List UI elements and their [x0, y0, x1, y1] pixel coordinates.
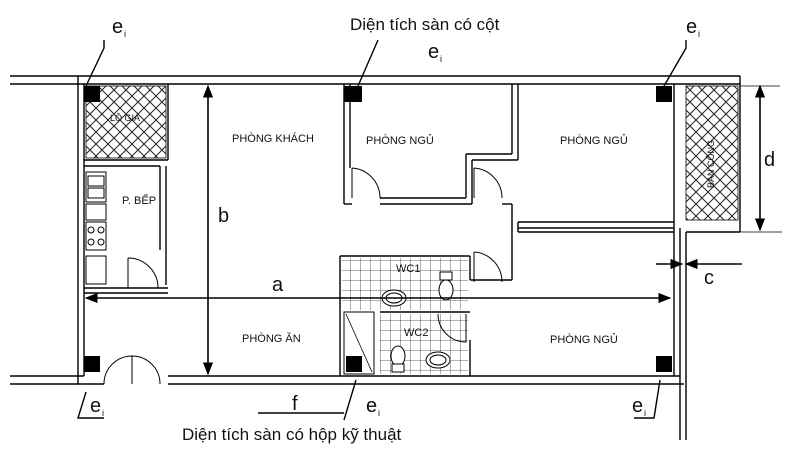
- room-dining: PHÒNG ĂN: [242, 332, 301, 345]
- column-bottom-right: [656, 356, 672, 372]
- e-label-bottom-center: e: [366, 395, 377, 417]
- dim-b-label: b: [218, 205, 229, 227]
- room-bed3: PHÒNG NGỦ: [550, 333, 618, 346]
- e-sub-bottom-right: i: [644, 408, 646, 418]
- room-kitchen: P. BẾP: [122, 194, 156, 207]
- e-sub-top-right: i: [698, 29, 700, 39]
- doors: [103, 167, 503, 385]
- room-living: PHÒNG KHÁCH: [232, 132, 314, 145]
- leader-lines: [77, 39, 687, 421]
- room-logia: LÔ GIA: [110, 113, 140, 123]
- room-wc1: WC1: [396, 263, 420, 275]
- room-bed1: PHÒNG NGỦ: [366, 134, 434, 147]
- dimension-lines: [84, 84, 782, 376]
- room-balcony: BAN CÔNG: [706, 140, 716, 188]
- column-top-right: [656, 86, 672, 102]
- room-bed2: PHÒNG NGỦ: [560, 134, 628, 147]
- column-bottom-left: [84, 356, 100, 372]
- balcony-hatch: [685, 85, 739, 221]
- e-sub-bottom-left: i: [102, 408, 104, 418]
- dim-a-label: a: [272, 274, 284, 296]
- columns: [84, 86, 672, 372]
- duct-area-label: Diện tích sàn có hộp kỹ thuật: [182, 425, 402, 444]
- e-label-bottom-right: e: [632, 395, 643, 417]
- column-top-left: [84, 86, 100, 102]
- dim-f-label: f: [292, 393, 298, 415]
- column-area-label: Diện tích sàn có cột: [350, 15, 500, 34]
- column-bottom-center: [346, 356, 362, 372]
- room-wc2: WC2: [404, 327, 428, 339]
- e-sub-top-left: i: [124, 29, 126, 39]
- e-sub-top-center: i: [440, 54, 442, 64]
- dim-c-label: c: [704, 267, 714, 289]
- e-label-top-right: e: [686, 16, 697, 38]
- e-sub-bottom-center: i: [378, 408, 380, 418]
- e-label-bottom-left: e: [90, 395, 101, 417]
- e-label-top-left: e: [112, 16, 123, 38]
- e-label-top-center: e: [428, 41, 439, 63]
- dim-d-label: d: [764, 149, 775, 171]
- column-top-center: [344, 86, 362, 102]
